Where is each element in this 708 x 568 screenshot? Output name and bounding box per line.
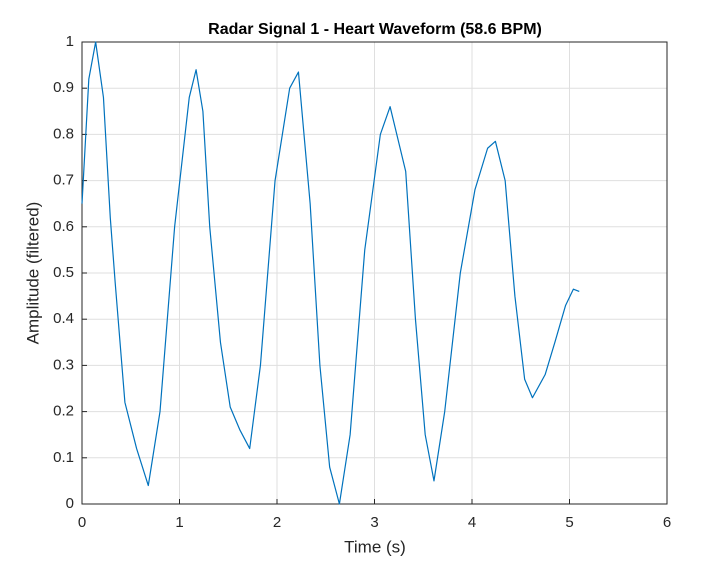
y-tick-label: 0.2 <box>53 403 74 420</box>
y-tick-label: 0.8 <box>53 125 74 142</box>
x-tick-label: 5 <box>565 514 573 531</box>
x-tick-label: 1 <box>175 514 183 531</box>
line-series <box>81 41 580 505</box>
y-tick-label: 0.9 <box>53 79 74 96</box>
y-tick-label: 0 <box>66 495 74 512</box>
plot-frame <box>81 41 668 505</box>
x-tick-label: 4 <box>468 514 476 531</box>
x-tick-label: 0 <box>78 514 86 531</box>
y-tick-label: 0.6 <box>53 218 74 235</box>
y-tick-label: 1 <box>66 33 74 50</box>
y-tick-label: 0.4 <box>53 310 74 327</box>
x-tick-label: 2 <box>273 514 281 531</box>
x-tick-label: 6 <box>663 514 671 531</box>
x-tick-label: 3 <box>370 514 378 531</box>
chart-title: Radar Signal 1 - Heart Waveform (58.6 BP… <box>208 21 542 38</box>
y-tick-label: 0.1 <box>53 449 74 466</box>
y-tick-label: 0.3 <box>53 356 74 373</box>
x-axis-label: Time (s) <box>344 537 406 556</box>
y-tick-label: 0.5 <box>53 264 74 281</box>
y-axis-label: Amplitude (filtered) <box>23 202 42 345</box>
y-tick-label: 0.7 <box>53 172 74 189</box>
